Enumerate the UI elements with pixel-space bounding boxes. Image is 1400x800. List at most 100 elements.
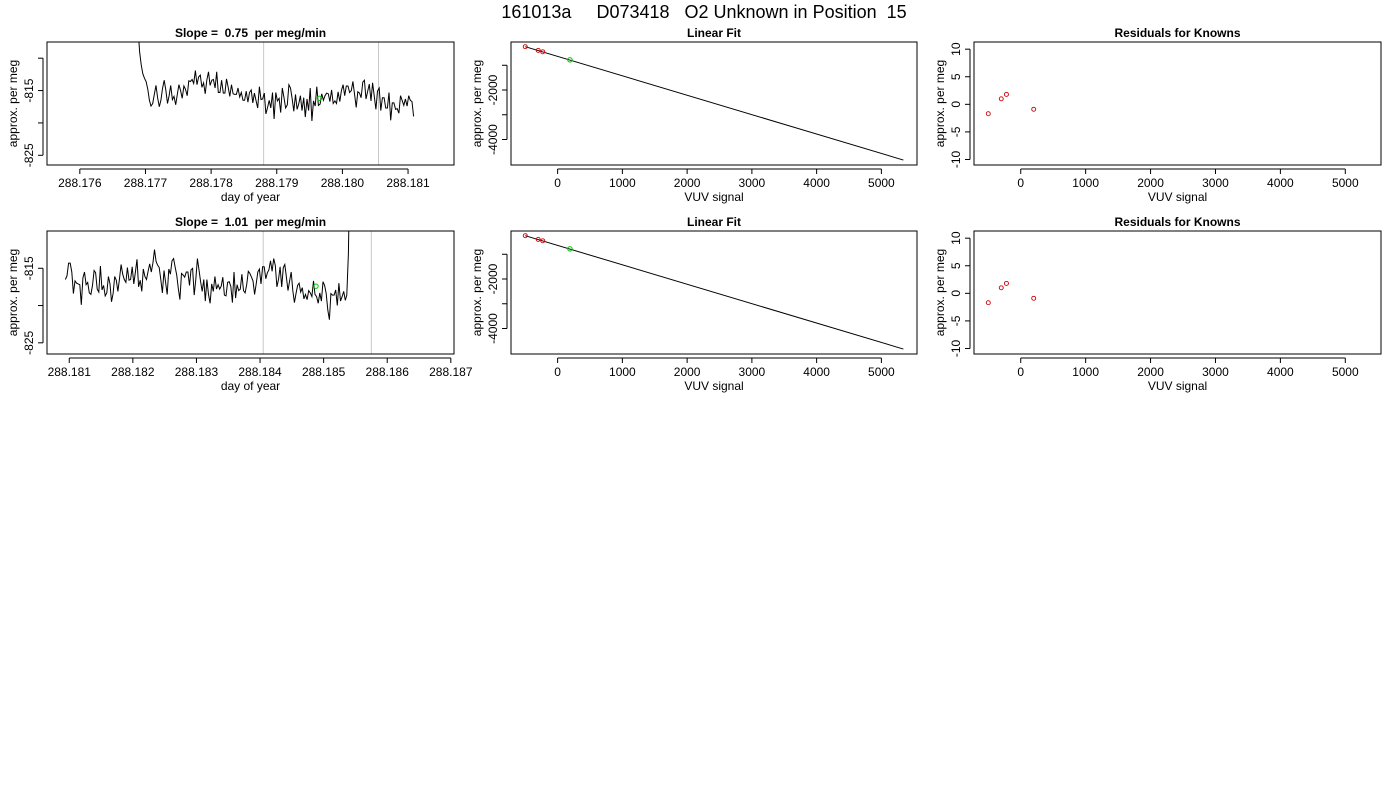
panel-title: Slope = 1.01 per meg/min: [175, 215, 326, 229]
x-axis-label: VUV signal: [684, 190, 743, 204]
y-tick-label: 5: [949, 262, 963, 269]
known-point: [522, 44, 528, 50]
y-tick-label: 5: [949, 73, 963, 80]
known-point: [540, 238, 546, 244]
x-tick-label: 288.178: [189, 176, 233, 190]
x-tick-label: 288.184: [238, 365, 282, 379]
y-tick-label: 10: [949, 42, 963, 56]
known-point: [1004, 280, 1009, 286]
x-tick-label: 288.185: [302, 365, 346, 379]
x-tick-label: 288.180: [321, 176, 365, 190]
y-tick-label: -10: [949, 339, 963, 357]
x-tick-label: 288.186: [366, 365, 410, 379]
x-tick-label: 2000: [674, 365, 701, 379]
known-point: [1031, 106, 1037, 112]
panel-fit2: Linear Fit 0 1000 2000 3000 4000 5000 VUV signa…: [470, 215, 918, 393]
known-point: [540, 49, 546, 55]
y-tick-label: 0: [949, 101, 963, 108]
known-point: [998, 96, 1004, 102]
panel-grid: Slope = 0.75 per meg/min 288.176 288.177 28…: [6, 26, 1382, 393]
x-tick-label: 3000: [739, 176, 766, 190]
x-tick-label: 5000: [868, 176, 895, 190]
panel-res2: Residuals for Knowns 0 1000 2000 3000 4000 500…: [933, 215, 1382, 393]
panel-title: Slope = 0.75 per meg/min: [175, 26, 326, 40]
x-tick-label: 1000: [609, 365, 636, 379]
x-tick-label: 3000: [1202, 176, 1229, 190]
y-tick-label: -825: [22, 330, 36, 354]
panel-res1: Residuals for Knowns 0 1000 2000 3000 4000 500…: [933, 26, 1382, 204]
x-axis-label: VUV signal: [1148, 379, 1207, 393]
panel-title: Linear Fit: [687, 215, 741, 229]
x-axis-label: VUV signal: [684, 379, 743, 393]
fit-line: [525, 46, 904, 161]
plot-box: [46, 41, 455, 166]
y-axis-label: approx. per meg: [6, 60, 20, 147]
figure-title: 161013a D073418 O2 Unknown in Position 1…: [501, 2, 906, 22]
fit-line: [525, 235, 904, 350]
x-tick-label: 1000: [609, 176, 636, 190]
x-tick-label: 4000: [803, 176, 830, 190]
y-axis-label: approx. per meg: [933, 249, 947, 336]
plot-box: [46, 230, 455, 355]
x-tick-label: 288.177: [124, 176, 168, 190]
x-tick-label: 5000: [1332, 365, 1359, 379]
x-axis-label: VUV signal: [1148, 190, 1207, 204]
plot-box: [510, 230, 918, 355]
x-tick-label: 2000: [1137, 176, 1164, 190]
x-axis-label: day of year: [221, 190, 280, 204]
known-point: [985, 300, 991, 306]
y-axis-label: approx. per meg: [470, 60, 484, 147]
plot-box: [973, 41, 1382, 166]
x-tick-label: 4000: [1267, 365, 1294, 379]
series-line: [64, 231, 350, 320]
y-tick-label: 0: [949, 290, 963, 297]
x-tick-label: 2000: [1137, 365, 1164, 379]
x-tick-label: 3000: [1202, 365, 1229, 379]
x-tick-label: 5000: [868, 365, 895, 379]
y-tick-label: -4000: [486, 124, 500, 155]
y-tick-label: -815: [22, 256, 36, 280]
x-tick-label: 0: [554, 176, 561, 190]
panel-title: Residuals for Knowns: [1114, 26, 1240, 40]
x-tick-label: 4000: [1267, 176, 1294, 190]
x-tick-label: 288.183: [175, 365, 219, 379]
x-tick-label: 3000: [739, 365, 766, 379]
known-point: [522, 233, 528, 239]
y-tick-label: -5: [949, 315, 963, 326]
x-tick-label: 1000: [1072, 176, 1099, 190]
x-tick-label: 288.182: [111, 365, 155, 379]
y-axis-label: approx. per meg: [933, 60, 947, 147]
panel-title: Linear Fit: [687, 26, 741, 40]
known-point: [535, 47, 541, 53]
y-tick-label: -2000: [486, 263, 500, 294]
x-tick-label: 0: [554, 365, 561, 379]
x-tick-label: 0: [1017, 365, 1024, 379]
x-tick-label: 288.181: [386, 176, 430, 190]
panel-ts2: Slope = 1.01 per meg/min 288.181 288.182 28…: [6, 215, 473, 393]
y-axis-label: approx. per meg: [470, 249, 484, 336]
x-tick-label: 1000: [1072, 365, 1099, 379]
known-point: [1004, 91, 1009, 97]
y-tick-label: -825: [22, 143, 36, 167]
x-tick-label: 288.176: [58, 176, 102, 190]
unknown-point: [567, 246, 573, 252]
x-tick-label: 288.179: [255, 176, 299, 190]
y-tick-label: -5: [949, 126, 963, 137]
x-axis-label: day of year: [221, 379, 280, 393]
x-tick-label: 0: [1017, 176, 1024, 190]
known-point: [535, 236, 541, 242]
y-tick-label: -2000: [486, 74, 500, 105]
series-line: [138, 42, 415, 122]
plot-box: [510, 41, 918, 166]
x-tick-label: 2000: [674, 176, 701, 190]
panel-ts1: Slope = 0.75 per meg/min 288.176 288.177 28…: [6, 26, 455, 204]
x-tick-label: 4000: [803, 365, 830, 379]
y-tick-label: -4000: [486, 313, 500, 344]
x-tick-label: 5000: [1332, 176, 1359, 190]
y-tick-label: -815: [22, 78, 36, 102]
x-tick-label: 288.187: [429, 365, 473, 379]
y-axis-label: approx. per meg: [6, 249, 20, 336]
panel-fit1: Linear Fit 0 1000 2000 3000 4000 5000 VUV signa…: [470, 26, 918, 204]
